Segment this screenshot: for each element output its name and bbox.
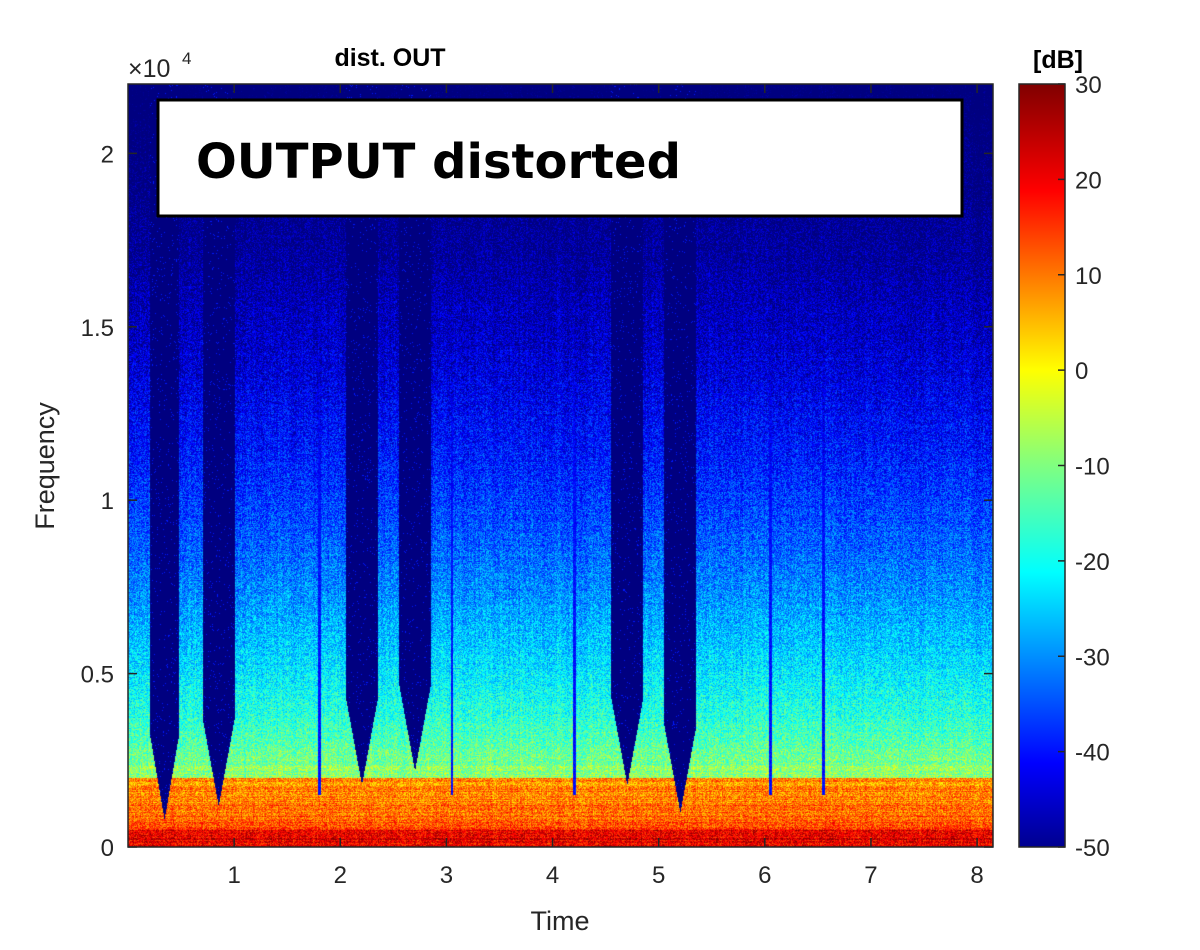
colorbar-tick-label: 10 bbox=[1075, 263, 1102, 290]
x-tick-label: 2 bbox=[334, 862, 347, 889]
x-tick-label: 7 bbox=[864, 862, 877, 889]
y-tick-label: 1.5 bbox=[81, 315, 114, 342]
colorbar-tick-label: -50 bbox=[1075, 835, 1110, 862]
colorbar-tick-label: 20 bbox=[1075, 167, 1102, 194]
y-multiplier-base: ×10 bbox=[128, 55, 170, 83]
y-tick-label: 1 bbox=[101, 488, 114, 515]
x-tick-label: 1 bbox=[227, 862, 240, 889]
colorbar-tick-label: -30 bbox=[1075, 644, 1110, 671]
y-axis-ticks: 0 0.5 1 1.5 2 bbox=[81, 141, 993, 862]
x-tick-label: 5 bbox=[652, 862, 665, 889]
annotation-box: OUTPUT distorted bbox=[156, 98, 964, 218]
x-tick-label: 8 bbox=[970, 862, 983, 889]
colorbar-tick-label: 0 bbox=[1075, 358, 1088, 385]
chart-title: dist. OUT bbox=[334, 44, 445, 72]
colorbar-gradient bbox=[1018, 83, 1066, 848]
y-multiplier-exponent: 4 bbox=[182, 49, 191, 68]
colorbar-tick-label: -10 bbox=[1075, 454, 1110, 481]
y-tick-label: 2 bbox=[101, 141, 114, 168]
y-axis-label: Frequency bbox=[30, 402, 60, 530]
plot-frame bbox=[127, 83, 994, 848]
annotation-text: OUTPUT distorted bbox=[196, 134, 681, 190]
y-tick-label: 0.5 bbox=[81, 662, 114, 689]
colorbar-tick-label: 30 bbox=[1075, 72, 1102, 99]
x-axis-ticks: 1 2 3 4 5 6 7 8 bbox=[227, 84, 984, 889]
y-tick-label: 0 bbox=[101, 835, 114, 862]
x-tick-label: 4 bbox=[546, 862, 559, 889]
colorbar-tick-label: -20 bbox=[1075, 549, 1110, 576]
x-tick-label: 6 bbox=[758, 862, 771, 889]
x-axis-label: Time bbox=[531, 906, 590, 936]
colorbar: [dB] 30 20 10 0 -10 -20 -30 -40 -50 bbox=[1018, 46, 1110, 862]
colorbar-ticks: 30 20 10 0 -10 -20 -30 -40 -50 bbox=[1058, 72, 1110, 862]
colorbar-title: [dB] bbox=[1033, 46, 1083, 74]
colorbar-tick-label: -40 bbox=[1075, 740, 1110, 767]
x-tick-label: 3 bbox=[440, 862, 453, 889]
y-axis-multiplier: ×10 4 bbox=[128, 49, 191, 83]
